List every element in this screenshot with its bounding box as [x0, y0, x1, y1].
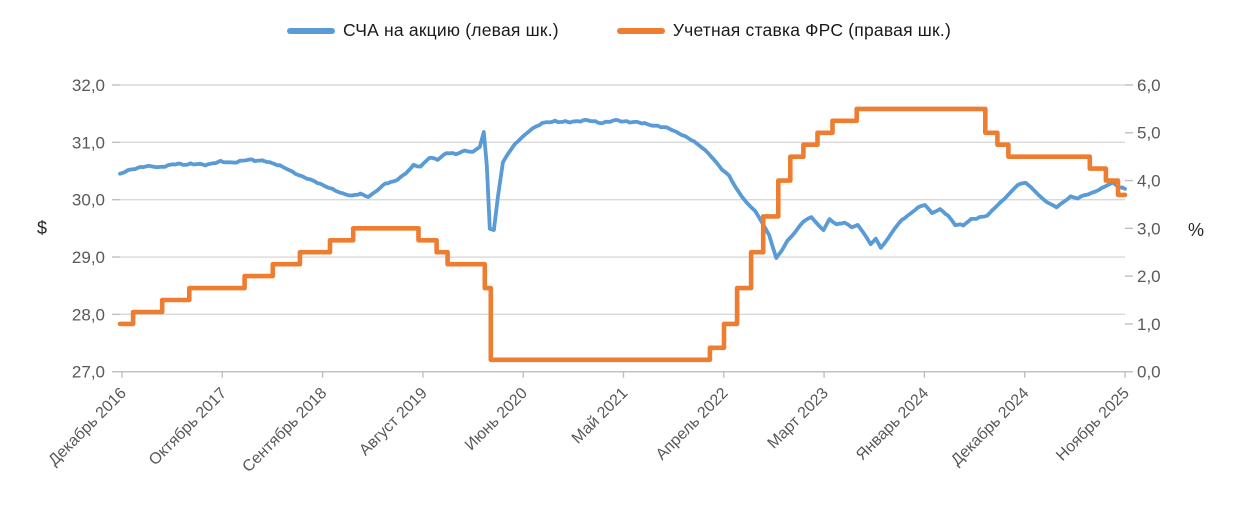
- series-lines: [117, 106, 1128, 363]
- left-axis-unit-label: $: [37, 218, 47, 238]
- right-axis-tick-label: 5,0: [1137, 124, 1161, 143]
- left-axis-tick-label: 27,0: [72, 363, 105, 382]
- x-axis-tick-label: Июнь 2020: [462, 385, 531, 454]
- legend-item-nav: СЧА на акцию (левая шк.): [286, 20, 559, 41]
- gridlines: [120, 84, 1125, 373]
- fed-rate-line-series: [117, 106, 1128, 363]
- x-axis-tick-label: Октябрь 2017: [146, 385, 230, 469]
- fed-rate-series-swatch: [616, 27, 665, 34]
- left-axis-tick-label: 29,0: [72, 248, 105, 267]
- right-axis-tick-label: 2,0: [1137, 267, 1161, 286]
- x-axis-tick-label: Март 2023: [765, 385, 832, 452]
- x-axis-tick-label: Апрель 2022: [653, 385, 732, 464]
- axis-tick-labels: 32,0 31,0 30,0 29,0 28,0 27,0 6,0 5,0 4,0 3,0 2,0 1…: [45, 76, 1160, 476]
- x-axis-tick-label: Декабрь 2024: [948, 385, 1033, 470]
- x-axis-tick-label: Май 2021: [569, 385, 632, 448]
- x-axis-tick-label: Август 2019: [356, 385, 430, 459]
- nav-line-series: [118, 117, 1127, 260]
- axes: [112, 84, 1133, 378]
- left-axis-tick-label: 31,0: [72, 133, 105, 152]
- legend-item-fed-rate: Учетная ставка ФРС (правая шк.): [616, 20, 951, 41]
- right-axis-unit-label: %: [1188, 220, 1204, 240]
- right-axis-tick-label: 3,0: [1137, 219, 1161, 238]
- left-axis-tick-label: 28,0: [72, 305, 105, 324]
- x-axis-tick-label: Сентябрь 2018: [239, 385, 330, 476]
- fed-rate-series-label: Учетная ставка ФРС (правая шк.): [672, 20, 951, 40]
- chart-legend: СЧА на акцию (левая шк.) Учетная ставка …: [0, 20, 1238, 41]
- left-axis-tick-label: 32,0: [72, 76, 105, 95]
- nav-series-label: СЧА на акцию (левая шк.): [342, 20, 559, 40]
- nav-series-swatch: [286, 27, 335, 34]
- right-axis-tick-label: 0,0: [1137, 363, 1161, 382]
- right-axis-tick-label: 6,0: [1137, 76, 1161, 95]
- x-axis-tick-label: Ноябрь 2025: [1053, 385, 1133, 465]
- left-axis-tick-label: 30,0: [72, 191, 105, 210]
- right-axis-tick-label: 1,0: [1137, 315, 1161, 334]
- right-axis-tick-label: 4,0: [1137, 172, 1161, 191]
- x-axis-tick-label: Декабрь 2016: [45, 385, 130, 470]
- x-axis-tick-label: Январь 2024: [853, 385, 932, 464]
